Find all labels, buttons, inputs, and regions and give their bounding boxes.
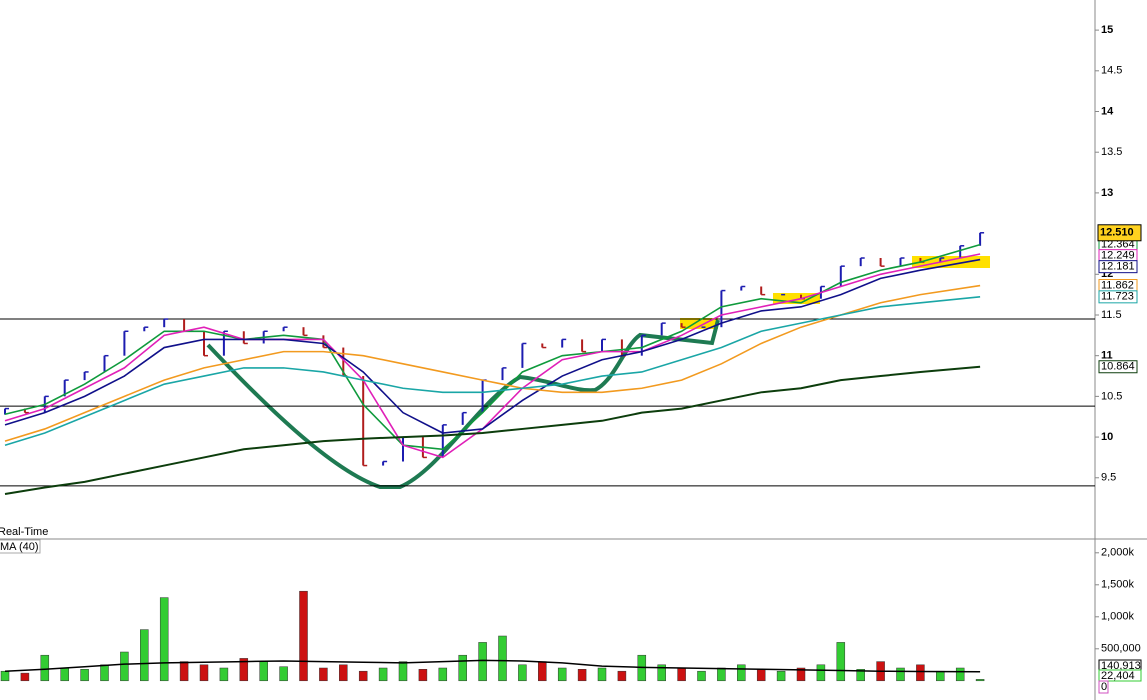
value-tag-label: 12.364 xyxy=(1101,239,1135,251)
volume-bar xyxy=(916,664,925,682)
volume-bar xyxy=(418,669,428,682)
volume-bar xyxy=(199,664,209,682)
volume-bar xyxy=(398,661,408,682)
y-tick-label: 13 xyxy=(1101,187,1113,199)
value-tag-label: 12.249 xyxy=(1101,250,1135,262)
y-tick-label: 9.5 xyxy=(1101,472,1116,484)
y-tick-label: 15 xyxy=(1101,24,1113,36)
value-tag-label: 140,913 xyxy=(1101,660,1141,672)
last-price-tag xyxy=(1097,224,1142,242)
y-tick-label: 10.5 xyxy=(1101,390,1122,402)
volume-bar xyxy=(518,664,527,682)
value-tag xyxy=(1098,669,1142,682)
value-tag-label: 22,404 xyxy=(1101,670,1135,682)
moving-average xyxy=(4,258,981,434)
value-tag-label: 12.181 xyxy=(1101,261,1135,273)
volume-bar xyxy=(80,669,89,682)
value-tag-label: 0 xyxy=(1101,681,1107,693)
highlight xyxy=(773,293,820,304)
last-price-label: 12.510 xyxy=(1100,227,1134,239)
volume-bar xyxy=(538,661,547,682)
volume-bar xyxy=(378,667,388,682)
volume-bar xyxy=(657,664,666,682)
volume-bar xyxy=(955,667,965,682)
volume-ma xyxy=(4,659,981,673)
value-tag xyxy=(1098,290,1138,304)
volume-bar xyxy=(557,667,567,682)
moving-average xyxy=(4,243,981,451)
volume-bar xyxy=(617,670,627,682)
volume-bar xyxy=(856,669,865,682)
value-tag-label: 10.864 xyxy=(1101,361,1135,373)
y-tick-label: 14 xyxy=(1101,105,1114,117)
volume-bar xyxy=(120,651,129,682)
y-tick-label: 11.5 xyxy=(1101,309,1122,321)
volume-bar xyxy=(737,664,746,682)
volume-bar xyxy=(20,672,30,682)
volume-bar xyxy=(816,664,826,682)
y-tick-label: 1,500k xyxy=(1101,579,1135,591)
volume-bar xyxy=(0,670,10,682)
volume-bar xyxy=(796,667,806,682)
volume-bar xyxy=(259,661,268,682)
y-tick-label: 2,000k xyxy=(1101,547,1135,559)
volume-bar xyxy=(697,670,706,682)
volume-bar xyxy=(438,667,448,682)
volume-bar xyxy=(756,669,766,682)
volume-bar xyxy=(975,679,985,682)
volume-bar xyxy=(577,669,587,682)
volume-bar xyxy=(319,667,328,682)
volume-bar xyxy=(100,664,109,682)
value-tag xyxy=(1098,680,1109,694)
value-tag xyxy=(1098,260,1138,274)
y-tick-label: 13.5 xyxy=(1101,146,1122,158)
moving-average xyxy=(4,365,981,496)
volume-bar xyxy=(498,635,507,682)
y-tick-label: 11 xyxy=(1101,350,1113,362)
panel-label: Real-Time xyxy=(0,526,48,538)
volume-bar xyxy=(159,597,169,682)
y-tick-label: 500,000 xyxy=(1101,643,1141,655)
volume-bar xyxy=(478,642,487,682)
volume-bar xyxy=(358,670,368,682)
volume-bar xyxy=(458,654,467,682)
y-tick-label: 10 xyxy=(1101,431,1113,443)
volume-bar xyxy=(60,667,69,682)
panel-label-box xyxy=(0,539,41,554)
highlight xyxy=(680,318,718,329)
moving-average xyxy=(4,284,981,442)
volume-bar xyxy=(219,667,229,682)
volume-bar xyxy=(717,667,726,682)
volume-bar xyxy=(836,642,846,682)
volume-bar xyxy=(776,670,786,682)
value-tag xyxy=(1098,360,1138,374)
value-tag-label: 11.862 xyxy=(1101,279,1134,291)
panel-label: MA (40) xyxy=(0,541,39,553)
volume-bar xyxy=(896,667,905,682)
y-tick-label: 1,000k xyxy=(1101,611,1135,623)
y-tick-label: 14.5 xyxy=(1101,65,1122,77)
volume-bar xyxy=(179,661,189,682)
volume-bar xyxy=(339,664,348,682)
volume-bar xyxy=(40,654,50,682)
moving-average xyxy=(4,296,981,446)
volume-bar xyxy=(279,666,288,682)
value-tag-label: 11.723 xyxy=(1101,291,1134,303)
volume-bar xyxy=(597,667,607,682)
volume-bar xyxy=(936,670,945,682)
volume-bar xyxy=(239,658,249,682)
cup-drawing xyxy=(206,319,720,489)
volume-bar xyxy=(299,590,308,682)
volume-bar xyxy=(677,667,686,682)
volume-bar xyxy=(140,629,149,682)
